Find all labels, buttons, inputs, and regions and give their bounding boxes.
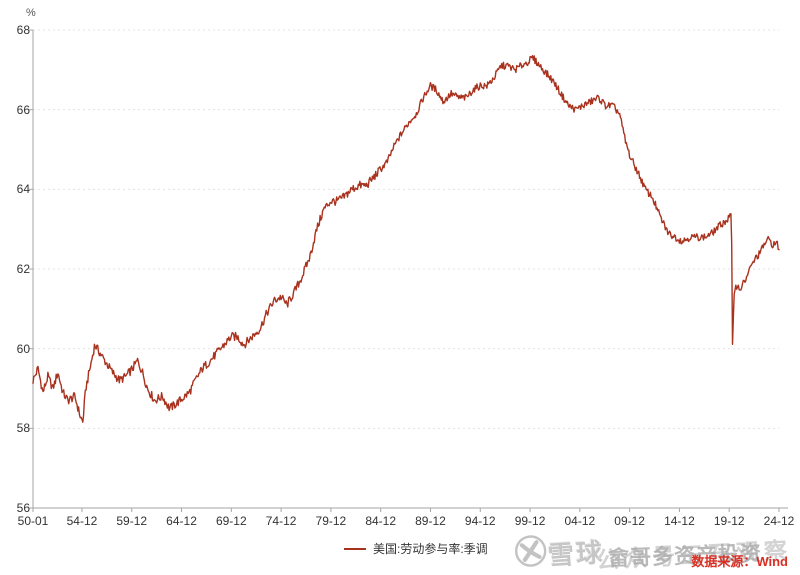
series-line-us-labor-participation [32,55,780,423]
legend-series-label: 美国:劳动参与率:季调 [373,542,488,556]
x-axis-label-99-12: 99-12 [514,514,546,528]
y-axis-unit-label: % [26,7,36,19]
x-axis-label-59-12: 59-12 [116,514,148,528]
x-axis-label-94-12: 94-12 [464,514,496,528]
legend-line-swatch [344,547,366,550]
x-axis-label-79-12: 79-12 [315,514,347,528]
x-axis-label-09-12: 09-12 [614,514,645,528]
y-axis-label-62: 62 [16,262,30,276]
x-axis-label-54-12: 54-12 [66,514,98,528]
y-axis-label-60: 60 [16,341,30,356]
x-axis-label-69-12: 69-12 [215,514,247,528]
legend: 美国:劳动参与率:季调 [344,540,488,557]
x-axis-label-14-12: 14-12 [664,514,695,528]
y-axis-label-66: 66 [16,102,30,117]
x-axis-label-19-12: 19-12 [713,514,745,528]
x-axis-label-84-12: 84-12 [365,514,397,528]
x-axis-label-50-01: 50-01 [17,514,49,528]
y-axis-label-68: 68 [16,23,30,37]
data-source-label: 数据来源：Wind [691,554,788,569]
x-axis-label-64-12: 64-12 [166,514,197,528]
x-axis-label-04-12: 04-12 [564,514,596,528]
y-axis-label-64: 64 [16,182,30,197]
x-axis-label-89-12: 89-12 [415,514,446,528]
x-axis-label-24-12: 24-12 [763,514,795,528]
y-axis-label-58: 58 [16,421,30,436]
y-axis-label-56: 56 [16,501,30,515]
x-axis-label-74-12: 74-12 [265,514,297,528]
